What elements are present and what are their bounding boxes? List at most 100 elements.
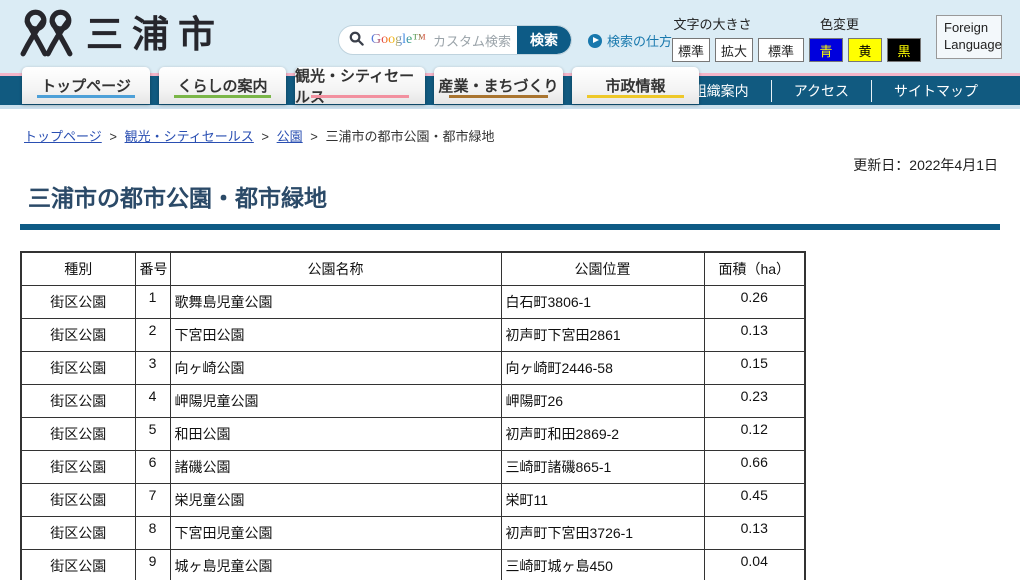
table-cell: 三崎町城ヶ島450	[500, 548, 705, 580]
nav-tab-トップページ[interactable]: トップページ	[22, 67, 150, 104]
nav-tab-underline	[174, 95, 271, 98]
font-size-control: 文字の大きさ 標準 拡大	[672, 14, 754, 62]
table-cell: 0.13	[703, 515, 806, 550]
table-cell: 岬陽児童公園	[169, 383, 502, 418]
search-icon	[349, 31, 364, 49]
table-cell: 初声町和田2869-2	[500, 416, 705, 451]
column-header: 番号	[134, 251, 171, 286]
site-header: 組織案内 アクセス サイトマップ 三浦市	[0, 0, 1020, 109]
color-button-青[interactable]: 青	[809, 38, 843, 62]
search-help-label: 検索の仕方	[607, 34, 673, 49]
main-nav-tabs: トップページ くらしの案内 観光・シティセールス 産業・まちづくり 市政情報	[22, 67, 708, 106]
breadcrumb-link-トップページ[interactable]: トップページ	[24, 129, 102, 144]
table-cell: 街区公園	[20, 350, 136, 385]
search-input[interactable]: Google™ カスタム検索	[339, 26, 517, 54]
breadcrumb-link-公園[interactable]: 公園	[276, 129, 303, 144]
table-row: 街区公園 3 向ヶ崎公園 向ヶ崎町2446-58 0.15	[20, 350, 806, 385]
table-cell: 街区公園	[20, 416, 136, 451]
nav-tab-産業・まちづくり[interactable]: 産業・まちづくり	[434, 67, 563, 104]
font-size-button-標準[interactable]: 標準	[672, 38, 711, 62]
table-cell: 0.45	[703, 482, 806, 517]
park-table: 種別 番号 公園名称 公園位置 面積（ha） 街区公園 1 歌舞島児童公園 白石町3806-1…	[20, 251, 806, 580]
table-cell: 栄児童公園	[169, 482, 502, 517]
color-button-黄[interactable]: 黄	[848, 38, 882, 62]
nav-tab-観光・シティセールス[interactable]: 観光・シティセールス	[295, 67, 425, 106]
search-button[interactable]: 検索	[517, 26, 571, 54]
breadcrumb-link-観光・シティセールス[interactable]: 観光・シティセールス	[124, 129, 254, 144]
nav-tab-市政情報[interactable]: 市政情報	[572, 67, 699, 104]
color-change-label: 色変更	[819, 17, 859, 32]
table-cell: 街区公園	[20, 317, 136, 352]
nav-tab-underline	[449, 95, 548, 98]
table-cell: 0.04	[703, 548, 806, 580]
site-name: 三浦市	[86, 15, 224, 56]
table-row: 街区公園 6 諸磯公園 三崎町諸磯865-1 0.66	[20, 449, 806, 484]
table-cell: 初声町下宮田2861	[500, 317, 705, 352]
table-cell: 0.13	[703, 317, 806, 352]
color-button-標準[interactable]: 標準	[758, 38, 804, 62]
table-row: 街区公園 7 栄児童公園 栄町11 0.45	[20, 482, 806, 517]
updated-date: 更新日：2022年4月1日	[853, 157, 998, 173]
foreign-language-line2: Language	[944, 36, 1002, 52]
utility-link-サイトマップ[interactable]: サイトマップ	[871, 79, 1000, 102]
site-search: Google™ カスタム検索 検索	[338, 25, 572, 55]
breadcrumb-current: 三浦市の都市公園・都市緑地	[325, 129, 495, 144]
foreign-language-button[interactable]: Foreign Language	[936, 15, 1002, 59]
color-change-control: 色変更 標準青黄黒	[758, 14, 921, 62]
table-row: 街区公園 8 下宮田児童公園 初声町下宮田3726-1 0.13	[20, 515, 806, 550]
miura-emblem-icon	[20, 9, 74, 62]
play-icon	[588, 33, 602, 48]
table-cell: 下宮田児童公園	[169, 515, 502, 550]
font-size-label: 文字の大きさ	[673, 17, 752, 32]
table-cell: 向ヶ崎町2446-58	[500, 350, 705, 385]
nav-tab-underline	[37, 95, 135, 98]
table-cell: 街区公園	[20, 284, 136, 319]
font-size-button-拡大[interactable]: 拡大	[715, 38, 754, 62]
nav-tab-label: トップページ	[41, 78, 131, 95]
table-cell: 城ヶ島児童公園	[169, 548, 502, 580]
table-cell: 9	[134, 548, 171, 580]
table-cell: 0.23	[703, 383, 806, 418]
table-row: 街区公園 5 和田公園 初声町和田2869-2 0.12	[20, 416, 806, 451]
table-cell: 0.12	[703, 416, 806, 451]
table-cell: 岬陽町26	[500, 383, 705, 418]
table-header-row: 種別 番号 公園名称 公園位置 面積（ha）	[20, 251, 806, 286]
column-header: 種別	[20, 251, 136, 286]
table-cell: 街区公園	[20, 515, 136, 550]
breadcrumb-separator: >	[306, 129, 322, 144]
nav-tab-underline	[310, 95, 410, 98]
nav-tab-underline	[587, 95, 684, 98]
nav-tab-label: 産業・まちづくり	[438, 78, 559, 95]
page-title: 三浦市の都市公園・都市緑地	[28, 185, 327, 211]
table-cell: 初声町下宮田3726-1	[500, 515, 705, 550]
title-accent-bar	[20, 224, 1000, 230]
color-button-黒[interactable]: 黒	[887, 38, 921, 62]
nav-tab-くらしの案内[interactable]: くらしの案内	[159, 67, 286, 104]
table-cell: 街区公園	[20, 449, 136, 484]
table-cell: 街区公園	[20, 383, 136, 418]
nav-tab-label: 観光・シティセールス	[295, 67, 415, 106]
table-cell: 5	[134, 416, 171, 451]
utility-link-アクセス[interactable]: アクセス	[770, 79, 871, 102]
site-logo[interactable]: 三浦市	[20, 9, 224, 62]
table-cell: 白石町3806-1	[500, 284, 705, 319]
table-cell: 2	[134, 317, 171, 352]
utility-link-組織案内[interactable]: 組織案内	[692, 82, 749, 99]
table-row: 街区公園 9 城ヶ島児童公園 三崎町城ヶ島450 0.04	[20, 548, 806, 580]
search-help-link[interactable]: 検索の仕方	[588, 31, 672, 50]
foreign-language-line1: Foreign	[944, 20, 989, 35]
table-cell: 下宮田公園	[169, 317, 502, 352]
table-cell: 三崎町諸磯865-1	[500, 449, 705, 484]
table-cell: 7	[134, 482, 171, 517]
search-placeholder-brand: Google™	[371, 32, 426, 47]
table-cell: 3	[134, 350, 171, 385]
search-pill: Google™ カスタム検索 検索	[338, 25, 572, 55]
column-header: 公園位置	[500, 251, 705, 286]
table-cell: 6	[134, 449, 171, 484]
table-row: 街区公園 2 下宮田公園 初声町下宮田2861 0.13	[20, 317, 806, 352]
search-placeholder: カスタム検索	[432, 33, 511, 49]
table-row: 街区公園 1 歌舞島児童公園 白石町3806-1 0.26	[20, 284, 806, 319]
breadcrumb-separator: >	[257, 129, 273, 144]
color-change-buttons: 標準青黄黒	[758, 38, 921, 62]
